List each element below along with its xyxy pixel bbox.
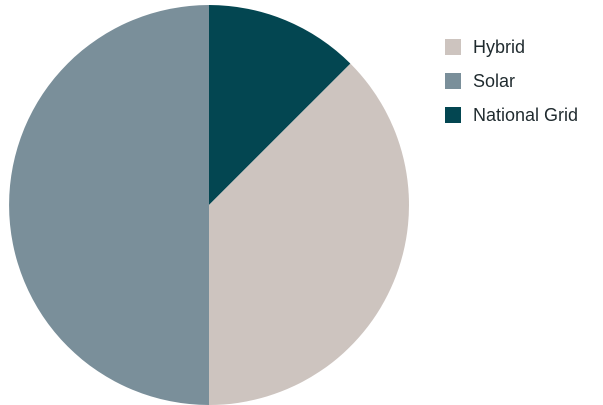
legend: Hybrid Solar National Grid [445,30,578,132]
legend-swatch-solar [445,73,461,89]
legend-label-solar: Solar [473,70,516,91]
legend-item-national-grid: National Grid [445,98,578,132]
legend-item-solar: Solar [445,64,578,98]
pie-slice-national-grid [209,5,351,205]
legend-swatch-hybrid [445,39,461,55]
pie-plot [9,5,409,405]
legend-swatch-national-grid [445,107,461,123]
legend-item-hybrid: Hybrid [445,30,578,64]
legend-label-hybrid: Hybrid [473,36,526,57]
pie-slice-hybrid [209,63,409,405]
pie-slice-solar [9,5,210,405]
legend-label-national-grid: National Grid [473,104,579,125]
